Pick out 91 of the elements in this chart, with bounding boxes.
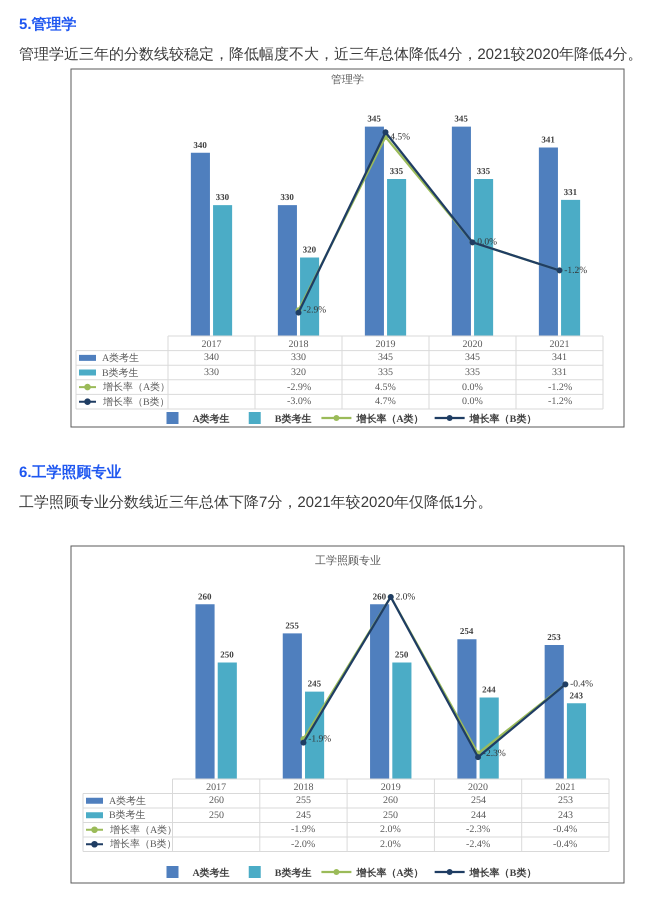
legend-label: B类考生 bbox=[274, 866, 312, 879]
text: 管理学近三年的分数线较稳定，降低幅度不大，近三年总体降低4分，2021较2020年降低4分。 bbox=[19, 46, 642, 63]
x-tick-label: 2017 bbox=[206, 782, 226, 793]
x-tick-label: 2019 bbox=[376, 339, 396, 350]
legend-label: 增长率（B类） bbox=[468, 866, 536, 879]
text: 244 bbox=[482, 684, 496, 694]
x-tick-label: 2020 bbox=[468, 782, 488, 793]
text: 增长率（A类） bbox=[110, 825, 178, 836]
data-label: 4.5% bbox=[375, 382, 396, 393]
text: 345 bbox=[454, 114, 468, 124]
data-label: 2.0% bbox=[380, 824, 401, 835]
data-label: 330 bbox=[291, 352, 306, 363]
text: 254 bbox=[460, 626, 474, 636]
text: 320 bbox=[302, 244, 316, 254]
x-tick-label: 2018 bbox=[293, 782, 314, 793]
text: 331 bbox=[564, 186, 578, 197]
x-tick-label: 2017 bbox=[202, 339, 222, 350]
data-label: 345 bbox=[465, 352, 480, 363]
x-tick-label: 2021 bbox=[555, 782, 576, 793]
text: 245 bbox=[308, 678, 322, 689]
x-tick-label: 2021 bbox=[550, 339, 570, 350]
data-label: 345 bbox=[378, 352, 393, 363]
data-label: -2.4% bbox=[466, 839, 490, 850]
legend-label: B类考生 bbox=[274, 412, 312, 425]
data-label: 253 bbox=[558, 795, 573, 806]
data-label: 255 bbox=[296, 795, 311, 806]
data-label: -0.4% bbox=[553, 824, 578, 835]
data-label: -1.2% bbox=[548, 396, 572, 407]
text: 4.5% bbox=[390, 132, 410, 142]
data-label: 2.0% bbox=[380, 839, 401, 850]
data-label: 250 bbox=[383, 810, 398, 821]
data-label: 335 bbox=[378, 367, 393, 378]
text: 335 bbox=[390, 166, 404, 176]
data-label: -0.4% bbox=[553, 839, 578, 850]
data-label: 245 bbox=[296, 810, 311, 821]
text: -0.4% bbox=[570, 680, 594, 690]
chart-title: 管理学 bbox=[331, 74, 364, 86]
data-label: 260 bbox=[383, 795, 398, 806]
text: 335 bbox=[476, 166, 490, 176]
data-label: -2.3% bbox=[466, 824, 490, 835]
text: 243 bbox=[569, 690, 583, 700]
text: B类考生 bbox=[109, 810, 146, 821]
text: 253 bbox=[547, 632, 561, 642]
text: 255 bbox=[285, 620, 299, 630]
data-label: 330 bbox=[204, 367, 219, 378]
text: 340 bbox=[193, 140, 207, 150]
legend-label: A类考生 bbox=[192, 412, 230, 425]
text: 345 bbox=[367, 114, 381, 124]
data-label: 254 bbox=[471, 795, 486, 806]
data-label: -2.9% bbox=[287, 382, 312, 393]
data-label: 260 bbox=[209, 795, 224, 806]
text: 341 bbox=[541, 134, 555, 145]
text: 250 bbox=[220, 650, 234, 660]
text: 2.0% bbox=[396, 592, 416, 602]
data-label: 0.0% bbox=[462, 382, 483, 393]
data-label: -3.0% bbox=[287, 396, 312, 407]
text: 250 bbox=[394, 650, 408, 660]
text: 5.管理学 bbox=[19, 16, 77, 33]
data-label: 340 bbox=[204, 352, 219, 363]
data-label: -2.0% bbox=[291, 839, 316, 850]
legend-label: A类考生 bbox=[192, 866, 230, 879]
text: 6.工学照顾专业 bbox=[19, 464, 122, 481]
text: 增长率（B类） bbox=[103, 397, 170, 408]
data-label: 250 bbox=[209, 810, 224, 821]
text: A类考生 bbox=[102, 353, 140, 364]
x-tick-label: 2020 bbox=[462, 339, 482, 350]
text: 工学照顾专业分数线近三年总体下降7分，2021年较2020年仅降低1分。 bbox=[19, 494, 492, 511]
text: 增长率（B类） bbox=[110, 839, 177, 850]
text: 260 bbox=[198, 591, 212, 602]
legend-label: 增长率（A类） bbox=[355, 412, 424, 425]
data-label: 341 bbox=[552, 352, 567, 363]
text: 增长率（A类） bbox=[103, 382, 170, 393]
text: B类考生 bbox=[102, 368, 139, 379]
x-tick-label: 2019 bbox=[380, 782, 401, 793]
data-label: 335 bbox=[465, 367, 480, 378]
x-tick-label: 2018 bbox=[288, 339, 308, 350]
data-label: 244 bbox=[471, 810, 486, 821]
data-label: 331 bbox=[552, 367, 567, 378]
data-label: 4.7% bbox=[375, 396, 396, 407]
legend-label: 增长率（B类） bbox=[468, 412, 536, 425]
text: A类考生 bbox=[109, 796, 146, 807]
data-label: -1.2% bbox=[548, 382, 572, 393]
data-label: 0.0% bbox=[462, 396, 483, 407]
data-label: -1.9% bbox=[291, 824, 316, 835]
text: 330 bbox=[280, 192, 294, 202]
legend-label: 增长率（A类） bbox=[355, 866, 424, 879]
text: 330 bbox=[216, 192, 230, 202]
data-label: 243 bbox=[558, 810, 573, 821]
data-label: 320 bbox=[291, 367, 306, 378]
text: 工学照顾专业 bbox=[315, 554, 381, 567]
text: 260 bbox=[372, 591, 386, 602]
